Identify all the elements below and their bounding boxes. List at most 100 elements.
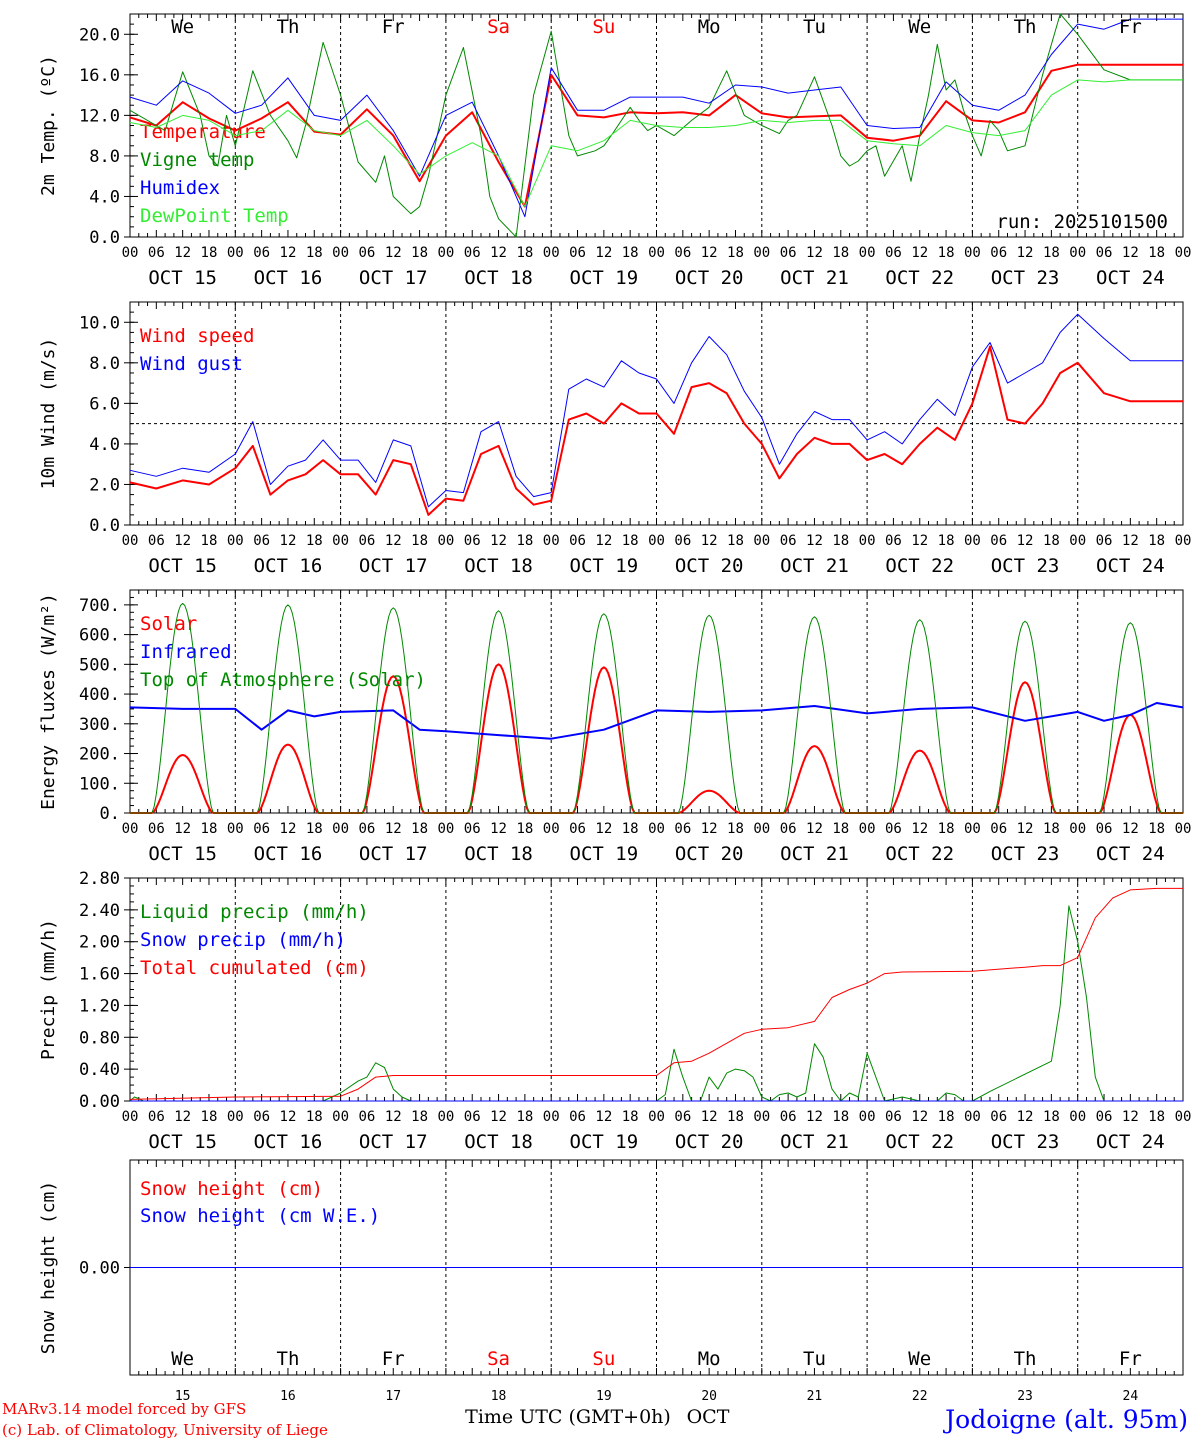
wind-hour-label: 00: [437, 533, 454, 549]
snow-weekday-label: Su: [592, 1348, 615, 1370]
precip-date-label: OCT 17: [359, 1131, 428, 1153]
temp-hour-label: 00: [1069, 245, 1086, 261]
flux-ytick-label: 100.: [79, 774, 120, 794]
weekday-label: Mo: [698, 16, 721, 38]
snow-weekday-label: Fr: [382, 1348, 405, 1370]
precip-hour-label: 18: [306, 1109, 323, 1125]
precip-hour-label: 18: [938, 1109, 955, 1125]
wind-hour-label: 18: [306, 533, 323, 549]
flux-panel: 0. 100. 200. 300. 400. 500. 600. 700. Energy flu…: [38, 589, 1191, 865]
temp-hour-label: 00: [332, 245, 349, 261]
flux-hour-label: 00: [332, 821, 349, 837]
temp-ytick-label: 4.0: [89, 187, 120, 207]
day-number-label: 23: [1017, 1389, 1033, 1404]
wind-ytick-label: 2.0: [89, 475, 120, 495]
temp-run-label: run: 2025101500: [996, 211, 1168, 233]
wind-hour-label: 12: [490, 533, 507, 549]
flux-date-label: OCT 18: [464, 843, 533, 865]
wind-hour-label: 06: [464, 533, 481, 549]
flux-hour-label: 06: [1096, 821, 1113, 837]
temp-hour-label: 00: [964, 245, 981, 261]
wind-series-2: [129, 313, 1183, 508]
temp-hour-label: 18: [516, 245, 533, 261]
wind-hour-label: 00: [122, 533, 139, 549]
temp-series-3: [129, 18, 1183, 218]
precip-date-label: OCT 18: [464, 1131, 533, 1153]
precip-hour-label: 12: [280, 1109, 297, 1125]
wind-date-label: OCT 23: [991, 555, 1060, 577]
wind-hour-label: 06: [885, 533, 902, 549]
weekday-label: Tu: [803, 16, 826, 38]
temp-hour-label: 06: [358, 245, 375, 261]
precip-ytick-label: 2.80: [79, 869, 120, 889]
precip-date-label: OCT 21: [780, 1131, 849, 1153]
flux-series-3: [130, 602, 1183, 814]
flux-ytick-label: 400.: [79, 685, 120, 705]
temp-ytick-label: 8.0: [89, 147, 120, 167]
precip-hour-label: 12: [911, 1109, 928, 1125]
temp-hour-label: 18: [727, 245, 744, 261]
wind-series-1: [129, 345, 1183, 516]
precip-hour-label: 06: [569, 1109, 586, 1125]
wind-hour-label: 18: [1043, 533, 1060, 549]
temp-date-label: OCT 21: [780, 267, 849, 289]
temp-panel: 0.0 4.0 8.0 12.0 16.0 20.0 2m Temp. (ºC) Temper…: [38, 13, 1191, 289]
flux-date-label: OCT 19: [570, 843, 639, 865]
temp-ytick-label: 0.0: [89, 228, 120, 248]
wind-hour-label: 18: [411, 533, 428, 549]
temp-hour-label: 00: [753, 245, 770, 261]
wind-hour-label: 06: [1096, 533, 1113, 549]
precip-hour-label: 12: [1122, 1109, 1139, 1125]
precip-hour-label: 00: [859, 1109, 876, 1125]
temp-hour-label: 12: [1017, 245, 1034, 261]
precip-legend-2: Snow precip (mm/h): [140, 929, 346, 951]
precip-ytick-label: 1.20: [79, 996, 120, 1016]
flux-ytick-label: 500.: [79, 655, 120, 675]
flux-hour-label: 00: [437, 821, 454, 837]
wind-panel: 0.0 2.0 4.0 6.0 8.0 10.0 10m Wind (m/s) Wind sp…: [38, 301, 1191, 577]
flux-legend-2: Infrared: [140, 641, 232, 663]
temp-date-label: OCT 16: [254, 267, 323, 289]
precip-legend-3: Total cumulated (cm): [140, 957, 369, 979]
flux-hour-label: 18: [622, 821, 639, 837]
wind-ylabel: 10m Wind (m/s): [38, 338, 59, 490]
temp-hour-label: 18: [622, 245, 639, 261]
temp-hour-label: 12: [280, 245, 297, 261]
wind-hour-label: 12: [1017, 533, 1034, 549]
flux-date-label: OCT 23: [991, 843, 1060, 865]
wind-date-label: OCT 22: [885, 555, 954, 577]
snow-weekday-label: Tu: [803, 1348, 826, 1370]
day-number-label: 22: [912, 1389, 928, 1404]
flux-date-label: OCT 22: [885, 843, 954, 865]
flux-ytick-label: 300.: [79, 715, 120, 735]
flux-hour-label: 06: [253, 821, 270, 837]
flux-hour-label: 12: [595, 821, 612, 837]
precip-legend-1: Liquid precip (mm/h): [140, 901, 369, 923]
wind-hour-label: 12: [911, 533, 928, 549]
temp-hour-label: 12: [490, 245, 507, 261]
flux-hour-label: 18: [516, 821, 533, 837]
flux-hour-label: 00: [1069, 821, 1086, 837]
temp-series-4: [129, 79, 1183, 208]
flux-ytick-label: 200.: [79, 745, 120, 765]
wind-date-label: OCT 24: [1096, 555, 1165, 577]
wind-legend-2: Wind gust: [140, 353, 243, 375]
precip-hour-label: 00: [437, 1109, 454, 1125]
precip-hour-label: 18: [1148, 1109, 1165, 1125]
precip-hour-label: 06: [148, 1109, 165, 1125]
flux-ylabel: Energy fluxes (W/m²): [38, 593, 59, 810]
flux-hour-label: 06: [148, 821, 165, 837]
wind-hour-label: 06: [253, 533, 270, 549]
day-number-label: 17: [385, 1389, 401, 1404]
temp-hour-label: 12: [806, 245, 823, 261]
flux-hour-label: 06: [674, 821, 691, 837]
flux-date-label: OCT 20: [675, 843, 744, 865]
flux-hour-label: 00: [543, 821, 560, 837]
flux-date-label: OCT 15: [148, 843, 217, 865]
temp-hour-label: 06: [780, 245, 797, 261]
wind-ytick-label: 8.0: [89, 354, 120, 374]
day-number-label: 15: [175, 1389, 191, 1404]
precip-hour-label: 06: [780, 1109, 797, 1125]
precip-hour-label: 00: [1069, 1109, 1086, 1125]
flux-hour-label: 18: [1043, 821, 1060, 837]
